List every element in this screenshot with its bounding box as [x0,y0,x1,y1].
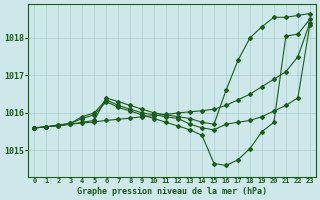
X-axis label: Graphe pression niveau de la mer (hPa): Graphe pression niveau de la mer (hPa) [77,187,267,196]
